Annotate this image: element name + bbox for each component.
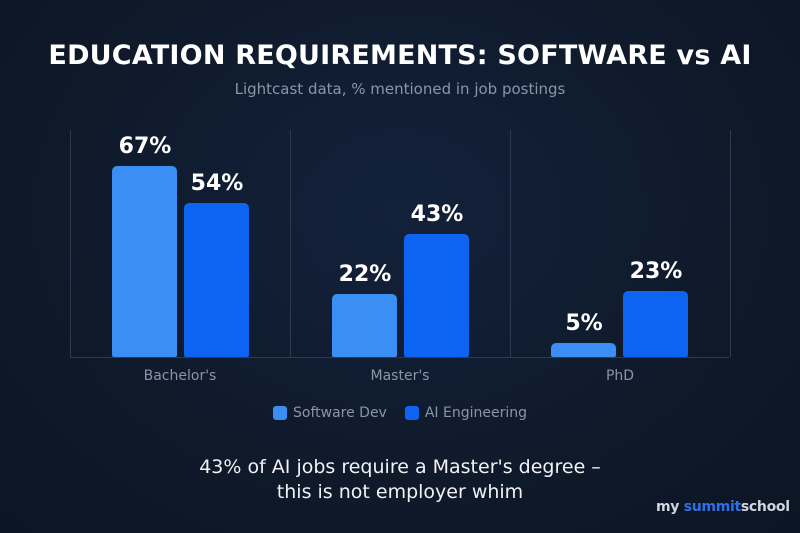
plot-area: 67% 54% 22% 43% 5% 23% Bachelor's Master… <box>70 130 731 384</box>
legend-item-software-dev: Software Dev <box>273 405 387 421</box>
legend: Software Dev AI Engineering <box>0 405 800 421</box>
panel-phd <box>510 130 731 357</box>
caption-line-1: 43% of AI jobs require a Master's degree… <box>199 456 601 478</box>
value-label: 23% <box>629 259 683 285</box>
bar-ai-masters <box>404 234 469 357</box>
category-label-bachelors: Bachelor's <box>143 368 217 384</box>
x-axis-baseline <box>70 357 729 358</box>
bar-software-masters <box>332 294 397 357</box>
chart-subtitle: Lightcast data, % mentioned in job posti… <box>234 80 566 98</box>
panel-masters <box>290 130 511 357</box>
watermark-prefix: my <box>656 499 684 515</box>
category-label-masters: Master's <box>370 368 430 384</box>
value-label: 54% <box>190 171 244 197</box>
value-label: 5% <box>565 310 603 336</box>
watermark-highlight: summit <box>683 499 741 515</box>
value-label: 22% <box>338 262 392 288</box>
legend-item-ai-engineering: AI Engineering <box>404 405 527 421</box>
chart-title: EDUCATION REQUIREMENTS: SOFTWARE vs AI <box>48 40 752 71</box>
legend-label: Software Dev <box>293 405 387 421</box>
caption: 43% of AI jobs require a Master's degree… <box>0 455 800 505</box>
legend-swatch-ai-engineering <box>404 406 419 420</box>
panel-bachelors <box>70 130 291 357</box>
caption-line-2: this is not employer whim <box>276 481 524 503</box>
brand-watermark: my summitschool <box>656 499 790 515</box>
category-label-phd: PhD <box>605 368 635 384</box>
bar-ai-bachelors <box>184 203 249 357</box>
legend-label: AI Engineering <box>424 405 527 421</box>
bar-software-bachelors <box>112 166 177 357</box>
bar-ai-phd <box>623 291 688 357</box>
watermark-suffix: school <box>740 499 790 515</box>
value-label: 43% <box>410 202 464 228</box>
bar-software-phd <box>551 342 616 357</box>
value-label: 67% <box>118 134 172 160</box>
legend-swatch-software-dev <box>273 406 287 420</box>
